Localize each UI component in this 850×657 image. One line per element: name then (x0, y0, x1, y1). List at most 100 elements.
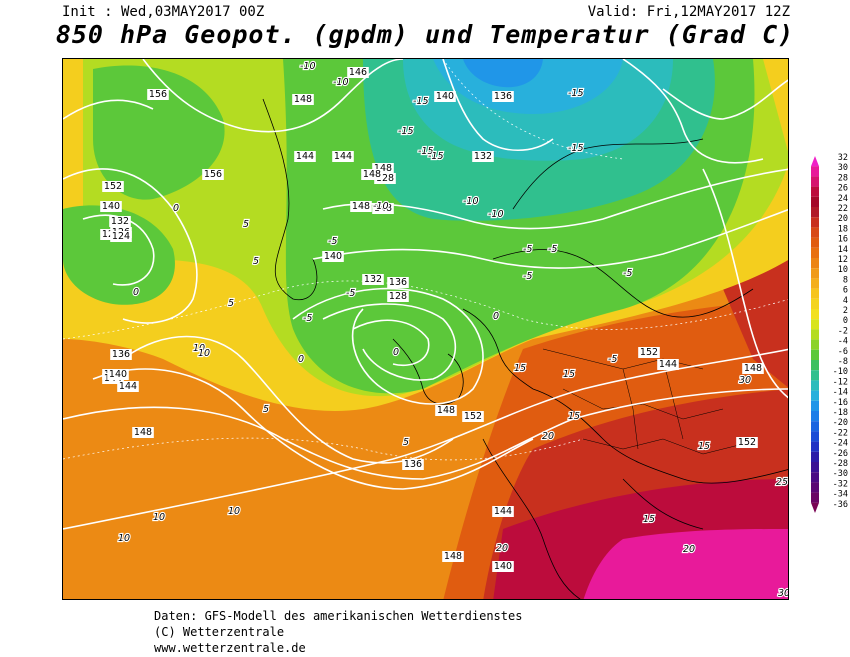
geopotential-label: 140 (109, 369, 127, 380)
legend-label: -16 (833, 398, 848, 408)
temperature-label: 0 (493, 311, 499, 322)
geopotential-label: 156 (149, 89, 167, 100)
temperature-label: -5 (523, 271, 532, 282)
legend-label: -30 (833, 469, 848, 479)
legend-swatch (811, 329, 819, 340)
geopotential-label-box (332, 151, 354, 162)
temperature-label: -5 (623, 268, 632, 279)
temperature-label: -5 (548, 244, 557, 255)
footer-website: www.wetterzentrale.de (154, 641, 306, 655)
temperature-label: -15 (413, 96, 429, 107)
footer-copyright: (C) Wetterzentrale (154, 625, 285, 639)
temperature-label: -15 (428, 151, 444, 162)
legend-swatch (811, 186, 819, 197)
temperature-label: -15 (568, 88, 584, 99)
geopotential-label: 144 (119, 381, 137, 392)
geopotential-label: 146 (349, 67, 367, 78)
temperature-label: -10 (488, 209, 504, 220)
temperature-label: 5 (263, 404, 269, 415)
temp-band-east (723, 259, 788, 388)
geopotential-label-box (492, 506, 514, 517)
legend-swatch (811, 196, 819, 207)
legend-swatch (811, 156, 819, 167)
geopotential-label: 132 (474, 151, 492, 162)
geopotential-label: 136 (389, 277, 407, 288)
legend-swatch (811, 472, 819, 483)
geopotential-label-box (132, 427, 154, 438)
geopotential-label: 132 (111, 216, 129, 227)
legend-label: -8 (838, 357, 848, 367)
legend-swatch (811, 288, 819, 299)
geopotential-label: 148 (134, 427, 152, 438)
temperature-contours (63, 59, 788, 461)
geopotential-label-box (492, 561, 514, 572)
temp-band-deepblue (463, 59, 543, 88)
legend-swatch (811, 298, 819, 309)
geopotential-label: 152 (738, 437, 756, 448)
temperature-label: 15 (643, 514, 655, 525)
legend-swatch (811, 360, 819, 371)
geopotential-label-box (362, 274, 384, 285)
temperature-label: 15 (514, 363, 526, 374)
legend-label: 0 (843, 316, 848, 326)
temperature-label: -15 (568, 143, 584, 154)
temperature-label: -15 (398, 126, 414, 137)
legend-swatch (811, 451, 819, 462)
legend-label: 28 (838, 173, 848, 183)
legend-label: 10 (838, 265, 848, 275)
init-time: Init : Wed,03MAY2017 00Z (62, 4, 265, 20)
legend-label: -20 (833, 418, 848, 428)
legend-label: -2 (838, 326, 848, 336)
temperature-label: 15 (563, 369, 575, 380)
temperature-label: 5 (403, 437, 409, 448)
legend-swatch (811, 319, 819, 330)
geopotential-label: 124 (112, 231, 130, 242)
geopotential-label-box (202, 169, 224, 180)
legend-label: 18 (838, 224, 848, 234)
legend-swatch (811, 309, 819, 320)
temperature-label: 5 (253, 256, 259, 267)
temperature-label: -10 (373, 201, 389, 212)
legend-swatch (811, 217, 819, 228)
temperature-label: 15 (698, 441, 710, 452)
legend-label: 2 (843, 306, 848, 316)
geopotential-label: 144 (334, 151, 352, 162)
geopotential-label-box (372, 203, 394, 214)
temp-band-green-sw (63, 205, 175, 305)
geopotential-label: 128 (389, 291, 407, 302)
temp-band-green-w (93, 65, 225, 200)
geopotential-label: 140 (436, 91, 454, 102)
temperature-label: 10 (198, 348, 210, 359)
temperature-label: -10 (333, 77, 349, 88)
geopotential-label-box (361, 169, 383, 180)
geopotential-contours (63, 59, 788, 530)
temperature-label: 15 (568, 411, 580, 422)
legend-swatch (811, 482, 819, 493)
geopotential-label: 144 (296, 151, 314, 162)
geopotential-label: 152 (640, 347, 658, 358)
geopotential-label-box (350, 201, 372, 212)
legend-label: -32 (833, 479, 848, 489)
geopotential-label-box (322, 251, 344, 262)
geopotential-label-box (292, 94, 314, 105)
geopotential-label-box (117, 381, 139, 392)
geopotential-label-box (435, 405, 457, 416)
geopotential-label: 136 (494, 91, 512, 102)
legend-label: 4 (843, 296, 848, 306)
geopotential-label: 152 (464, 411, 482, 422)
temperature-label: -15 (418, 146, 434, 157)
legend-label: -14 (833, 388, 848, 398)
legend-swatch (811, 166, 819, 177)
legend-swatch (811, 492, 819, 503)
legend-swatch (811, 431, 819, 442)
map-title: 850 hPa Geopot. (gpdm) und Temperatur (G… (55, 20, 795, 49)
legend-label: 22 (838, 204, 848, 214)
geopotential-label: 140 (494, 561, 512, 572)
legend-swatch (811, 411, 819, 422)
temperature-label: 10 (153, 512, 165, 523)
temperature-label: -5 (303, 313, 312, 324)
geopotential-label: 148 (294, 94, 312, 105)
temperature-label: 20 (496, 543, 508, 554)
geopotential-label: 128 (376, 173, 394, 184)
weather-map: 1561521481441401361321281261241481441401… (62, 58, 789, 600)
